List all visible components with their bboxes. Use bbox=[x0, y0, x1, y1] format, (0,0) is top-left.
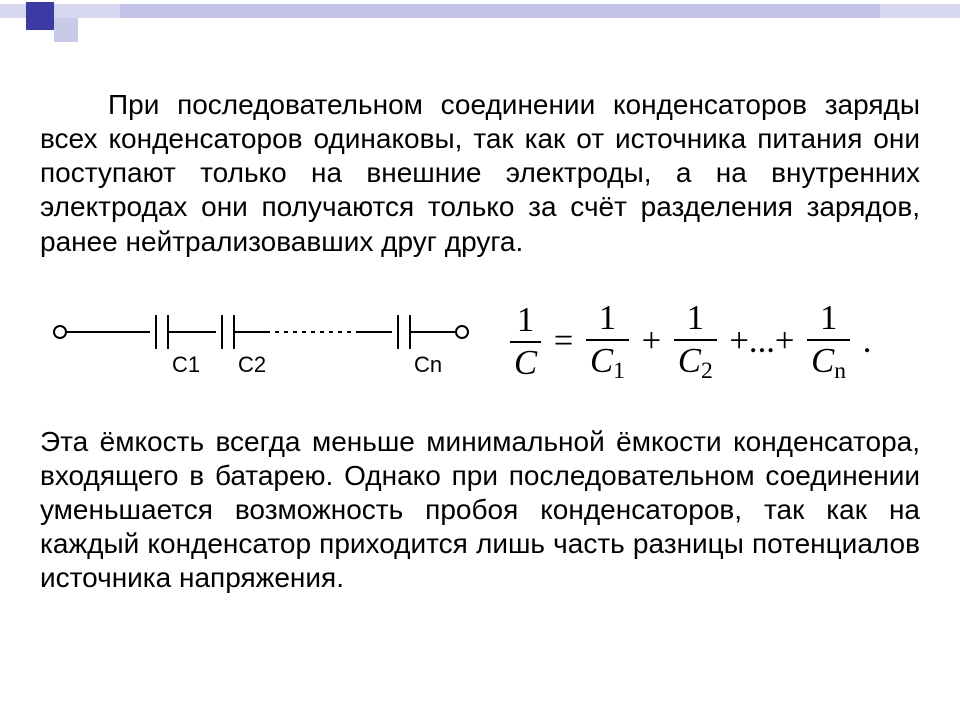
fraction-lhs: 1 C bbox=[510, 301, 541, 383]
decor-bar bbox=[120, 4, 880, 18]
period: . bbox=[861, 322, 874, 361]
paragraph-1: При последовательном соединении конденса… bbox=[40, 88, 920, 259]
fraction-numerator: 1 bbox=[510, 301, 541, 343]
equals-sign: = bbox=[552, 322, 576, 361]
ellipsis: +...+ bbox=[727, 322, 796, 361]
plus-sign: + bbox=[640, 322, 664, 361]
decor-square bbox=[54, 18, 78, 42]
series-capacitor-schematic: С1 С2 Сn bbox=[40, 287, 480, 397]
paragraph-2: Эта ёмкость всегда меньше минимальной ём… bbox=[40, 425, 920, 596]
figure-row: С1С2Сn 1 C = 1 C1 + 1 C2 +...+ 1 bbox=[40, 287, 920, 397]
fraction-denominator: C1 bbox=[586, 341, 629, 385]
fraction-numerator: 1 bbox=[586, 299, 629, 341]
decor-square bbox=[26, 2, 54, 30]
series-capacitance-formula: 1 C = 1 C1 + 1 C2 +...+ 1 Cn . bbox=[508, 299, 920, 385]
fraction-denominator: C bbox=[510, 343, 541, 383]
fraction-term-last: 1 Cn bbox=[807, 299, 850, 385]
fraction-numerator: 1 bbox=[807, 299, 850, 341]
decor-bar bbox=[880, 4, 960, 18]
svg-text:С2: С2 bbox=[238, 352, 266, 377]
fraction-denominator: C2 bbox=[674, 341, 717, 385]
svg-text:Сn: Сn bbox=[414, 352, 442, 377]
content-area: При последовательном соединении конденса… bbox=[40, 60, 920, 624]
svg-text:С1: С1 bbox=[172, 352, 200, 377]
fraction-term: 1 C2 bbox=[674, 299, 717, 385]
decor-bar bbox=[0, 4, 120, 18]
fraction-denominator: Cn bbox=[807, 341, 850, 385]
fraction-term: 1 C1 bbox=[586, 299, 629, 385]
fraction-numerator: 1 bbox=[674, 299, 717, 341]
slide: При последовательном соединении конденса… bbox=[0, 0, 960, 720]
